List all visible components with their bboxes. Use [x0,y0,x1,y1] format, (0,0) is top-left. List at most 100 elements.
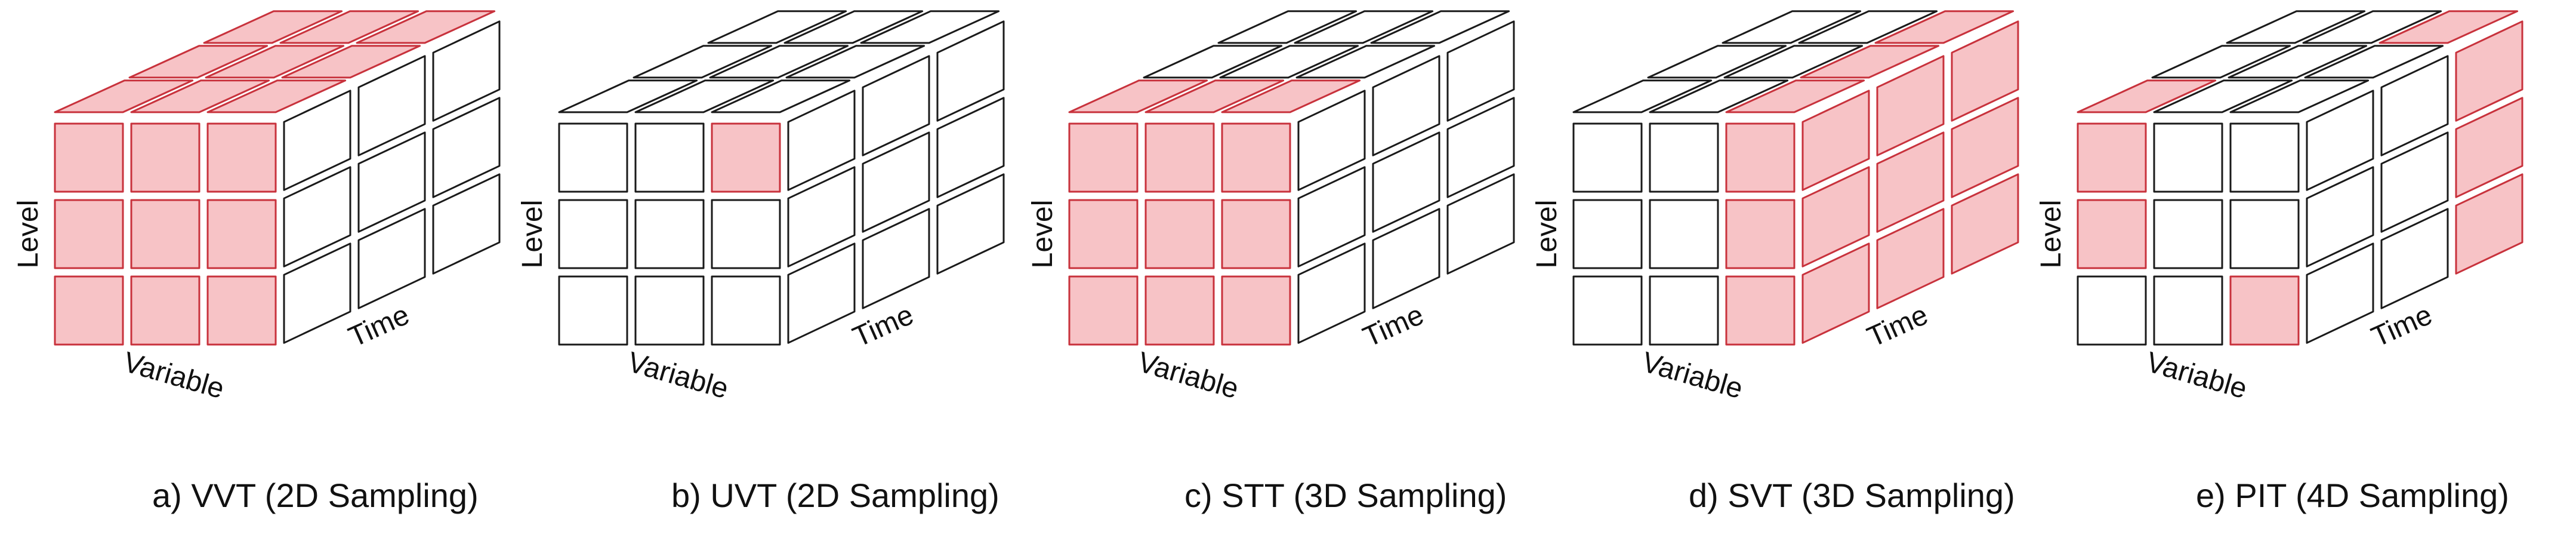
front-cell-2-0 [54,275,124,346]
top-cell-1-2 [1800,45,1940,79]
right-cell-0-2 [1446,20,1515,122]
top-cell-2-2 [860,10,1000,44]
cube-panel-1: Level Variable Time [13,10,501,405]
front-cell-1-0 [2077,199,2147,269]
right-cell-2-2 [1951,173,2019,275]
right-cell-0-0 [1801,90,1870,191]
top-cell-1-0 [1647,45,1787,79]
front-cell-2-2 [1221,275,1291,346]
right-cell-2-1 [862,208,930,309]
variable-axis-label: Variable [624,346,732,405]
top-cell-2-0 [2226,10,2366,44]
top-cell-1-1 [709,45,849,79]
right-cell-1-0 [2306,166,2374,268]
time-axis-label: Time [1359,299,1429,354]
right-cell-1-0 [1297,166,1366,268]
right-cell-2-0 [2306,242,2374,344]
variable-axis-label: Variable [1134,346,1242,405]
front-cell-1-1 [1649,199,1719,269]
front-cell-2-0 [1068,275,1139,346]
right-cell-0-0 [283,90,351,191]
front-cell-2-0 [558,275,628,346]
front-cell-0-1 [1649,122,1719,193]
right-cell-2-0 [787,242,856,344]
cube-panel-5: Level Variable Time [2035,10,2523,405]
top-cell-0-1 [1649,79,1789,113]
top-cell-1-1 [2228,45,2368,79]
front-cell-0-0 [2077,122,2147,193]
top-cell-1-1 [205,45,345,79]
right-cell-1-2 [1446,97,1515,198]
top-cell-0-2 [1725,79,1865,113]
top-cell-2-1 [1294,10,1434,44]
top-cell-1-2 [785,45,925,79]
right-cell-2-2 [936,173,1005,275]
front-cell-1-0 [1068,199,1139,269]
front-cell-0-1 [2153,122,2223,193]
front-cell-2-0 [2077,275,2147,346]
top-cell-1-0 [633,45,773,79]
level-axis-label: Level [1027,200,1059,269]
top-cell-1-0 [1143,45,1283,79]
front-cell-0-0 [1068,122,1139,193]
top-cell-0-1 [2153,79,2293,113]
top-cell-0-1 [634,79,775,113]
right-cell-0-0 [1297,90,1366,191]
top-cell-1-2 [281,45,421,79]
right-cell-2-1 [1372,208,1440,309]
top-cell-2-2 [1370,10,1510,44]
right-cell-0-1 [357,55,426,156]
top-cell-2-0 [707,10,847,44]
level-axis-label: Level [517,200,548,269]
front-cell-2-2 [711,275,781,346]
right-cell-0-1 [1372,55,1440,156]
top-cell-2-0 [1217,10,1358,44]
front-cell-1-2 [1221,199,1291,269]
right-cell-1-0 [1801,166,1870,268]
level-axis-label: Level [13,200,44,269]
level-axis-label: Level [2035,200,2067,269]
right-cell-2-0 [283,242,351,344]
front-cell-0-2 [711,122,781,193]
top-cell-0-2 [711,79,851,113]
time-axis-label: Time [344,299,414,354]
front-cell-1-0 [54,199,124,269]
top-cell-0-1 [130,79,270,113]
top-cell-0-0 [2077,79,2217,113]
variable-axis-label: Variable [1639,346,1746,405]
top-cell-2-1 [2302,10,2442,44]
front-cell-0-0 [54,122,124,193]
top-cell-2-1 [783,10,924,44]
right-cell-1-1 [1876,131,1945,233]
panel-caption-1: a) VVT (2D Sampling) [152,477,479,514]
variable-axis-label: Variable [2143,346,2250,405]
front-cell-2-2 [2229,275,2300,346]
top-cell-1-2 [2304,45,2444,79]
top-cell-0-0 [1068,79,1208,113]
time-axis-label: Time [1863,299,1933,354]
front-cell-0-2 [2229,122,2300,193]
right-cell-0-0 [2306,90,2374,191]
right-cell-1-0 [283,166,351,268]
level-axis-label: Level [1531,200,1563,269]
right-cell-2-2 [2455,173,2523,275]
front-cell-1-1 [130,199,200,269]
top-cell-0-1 [1144,79,1285,113]
top-cell-0-0 [558,79,698,113]
top-cell-1-2 [1295,45,1436,79]
right-cell-1-0 [787,166,856,268]
top-cell-2-2 [2378,10,2519,44]
top-cell-2-2 [356,10,496,44]
front-cell-2-1 [130,275,200,346]
front-cell-2-1 [2153,275,2223,346]
top-cell-0-0 [1572,79,1713,113]
right-cell-2-1 [357,208,426,309]
right-cell-1-2 [2455,97,2523,198]
front-cell-1-1 [634,199,705,269]
right-cell-0-1 [862,55,930,156]
top-cell-0-0 [54,79,194,113]
front-cell-1-2 [711,199,781,269]
time-axis-label: Time [2367,299,2437,354]
right-cell-0-1 [2380,55,2449,156]
front-cell-2-1 [1144,275,1215,346]
